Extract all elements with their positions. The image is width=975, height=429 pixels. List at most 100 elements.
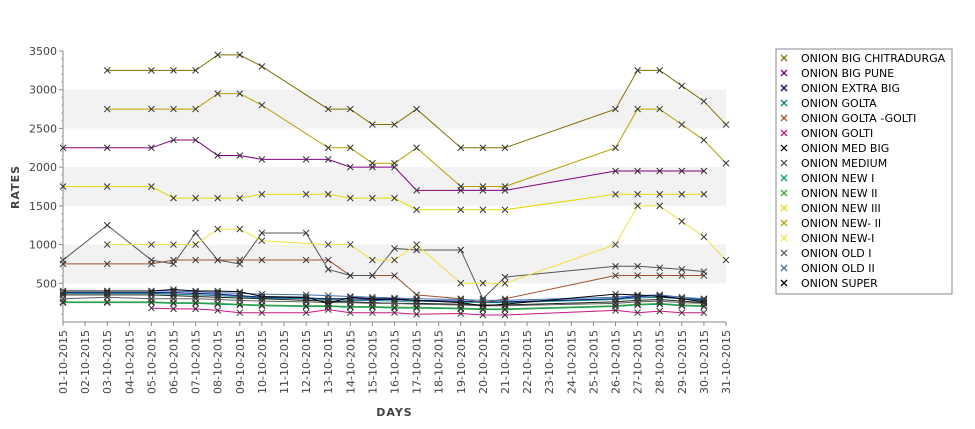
data-point bbox=[324, 256, 332, 264]
data-point bbox=[391, 295, 398, 303]
series-1 bbox=[59, 136, 708, 194]
data-point bbox=[236, 296, 244, 304]
x-tick-label: 08-10-2015 bbox=[212, 330, 225, 394]
data-point bbox=[656, 167, 664, 175]
data-point bbox=[324, 299, 332, 306]
data-point bbox=[612, 262, 619, 270]
x-tick-label: 09-10-2015 bbox=[234, 330, 247, 394]
data-point bbox=[634, 301, 641, 309]
data-point bbox=[722, 159, 730, 167]
x-tick-label: 11-10-2015 bbox=[278, 330, 291, 394]
series-line bbox=[151, 307, 704, 316]
y-tick-label: 2000 bbox=[29, 161, 57, 174]
data-point bbox=[391, 194, 398, 202]
legend-marker bbox=[780, 189, 788, 197]
data-point bbox=[700, 136, 708, 144]
x-tick-label: 26-10-2015 bbox=[610, 330, 623, 394]
data-point bbox=[258, 156, 266, 163]
data-point bbox=[612, 190, 619, 198]
data-point bbox=[214, 90, 222, 97]
legend: ONION BIG CHITRADURGA ONION BIG PUNE ONION… bbox=[775, 48, 953, 295]
data-point bbox=[369, 295, 376, 303]
data-point bbox=[192, 67, 199, 74]
data-point bbox=[258, 229, 266, 237]
legend-label: ONION OLD II bbox=[801, 262, 875, 275]
data-point bbox=[457, 279, 465, 287]
data-point bbox=[413, 310, 420, 318]
data-point bbox=[656, 105, 664, 113]
legend-item: ONION NEW II bbox=[780, 187, 878, 200]
data-point bbox=[612, 105, 619, 113]
data-point bbox=[722, 121, 730, 128]
legend-item: ONION NEW I bbox=[780, 172, 874, 185]
data-point bbox=[192, 305, 199, 313]
data-point bbox=[103, 67, 111, 74]
data-point bbox=[192, 295, 199, 303]
series-12 bbox=[103, 202, 730, 287]
data-point bbox=[324, 302, 332, 310]
data-point bbox=[346, 144, 354, 152]
data-point bbox=[59, 183, 67, 190]
data-point bbox=[457, 246, 465, 254]
data-point bbox=[612, 272, 619, 279]
legend-marker bbox=[780, 174, 788, 182]
x-tick-label: 30-10-2015 bbox=[698, 330, 711, 394]
y-tick-label: 2500 bbox=[29, 122, 57, 135]
y-tick-label: 1500 bbox=[29, 200, 57, 213]
plot-band bbox=[63, 244, 726, 284]
legend-marker bbox=[780, 114, 788, 122]
x-tick-label: 25-10-2015 bbox=[587, 330, 600, 394]
data-point bbox=[214, 194, 222, 202]
data-point bbox=[413, 105, 420, 113]
data-point bbox=[479, 144, 487, 152]
data-point bbox=[170, 67, 177, 74]
series-line bbox=[63, 302, 704, 311]
data-point bbox=[148, 241, 155, 248]
data-point bbox=[656, 202, 664, 210]
data-point bbox=[258, 309, 266, 317]
series-line bbox=[63, 301, 704, 310]
data-point bbox=[103, 105, 111, 113]
data-point bbox=[634, 202, 641, 210]
data-point bbox=[479, 305, 487, 313]
data-point bbox=[391, 294, 398, 302]
data-point bbox=[369, 159, 376, 167]
legend-label: ONION GOLTI bbox=[801, 127, 873, 140]
legend-label: ONION NEW I bbox=[801, 172, 874, 185]
data-point bbox=[148, 67, 155, 74]
data-point bbox=[369, 272, 376, 279]
data-point bbox=[236, 288, 244, 296]
data-point bbox=[103, 293, 111, 301]
data-point bbox=[258, 101, 266, 109]
legend-item: ONION GOLTA -GOLTI bbox=[780, 112, 916, 125]
data-point bbox=[236, 152, 244, 159]
series-line bbox=[62, 296, 704, 307]
series-line bbox=[63, 290, 704, 301]
data-point bbox=[148, 295, 155, 303]
data-point bbox=[170, 136, 177, 144]
legend-item: ONION OLD I bbox=[780, 247, 872, 260]
data-point bbox=[612, 300, 619, 307]
data-point bbox=[612, 167, 619, 175]
x-tick-label: 05-10-2015 bbox=[145, 330, 158, 394]
data-point bbox=[678, 309, 686, 317]
data-point bbox=[678, 295, 686, 303]
x-tick-label: 28-10-2015 bbox=[654, 330, 667, 394]
plot-band bbox=[63, 167, 726, 206]
data-point bbox=[656, 272, 664, 279]
data-point bbox=[170, 286, 177, 293]
data-point bbox=[192, 287, 199, 295]
data-point bbox=[457, 296, 465, 303]
data-point bbox=[236, 309, 244, 317]
data-point bbox=[391, 245, 398, 252]
data-point bbox=[501, 183, 509, 190]
legend-item: ONION BIG PUNE bbox=[780, 67, 894, 80]
data-point bbox=[391, 272, 398, 279]
data-point bbox=[148, 298, 155, 306]
data-point bbox=[170, 295, 177, 303]
data-point bbox=[324, 144, 332, 152]
series-10 bbox=[59, 183, 708, 214]
data-point bbox=[236, 225, 244, 233]
data-point bbox=[501, 144, 509, 152]
